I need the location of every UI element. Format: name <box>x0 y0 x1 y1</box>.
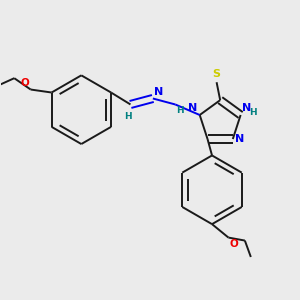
Text: H: H <box>176 106 184 115</box>
Text: O: O <box>230 239 239 249</box>
Text: N: N <box>154 87 164 97</box>
Text: N: N <box>188 103 197 113</box>
Text: H: H <box>249 107 256 116</box>
Text: N: N <box>235 134 244 144</box>
Text: N: N <box>242 103 251 113</box>
Text: S: S <box>213 69 220 79</box>
Text: H: H <box>124 112 131 121</box>
Text: O: O <box>20 78 29 88</box>
